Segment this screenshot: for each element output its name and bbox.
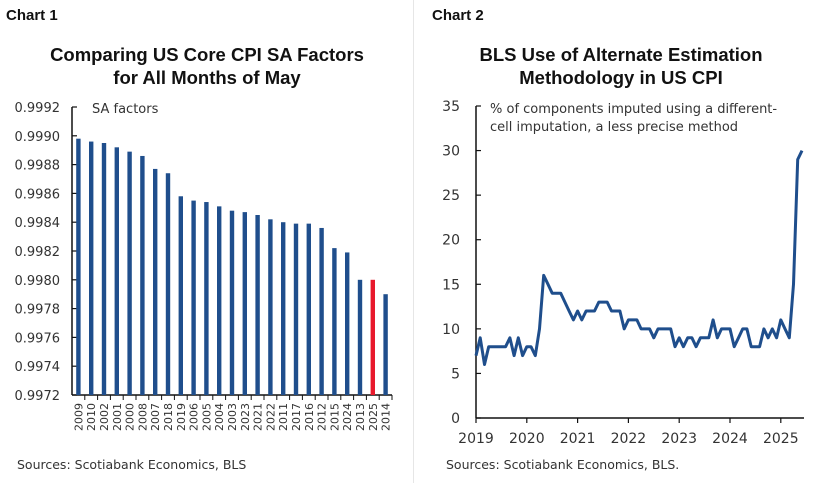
bar-2023 bbox=[242, 212, 247, 395]
series-line-0 bbox=[474, 149, 804, 366]
x-tick-label: 2022 bbox=[611, 431, 647, 447]
bar-2012 bbox=[319, 227, 324, 395]
chart-1-title: Comparing US Core CPI SA Factors for All… bbox=[0, 43, 414, 89]
chart-1-label: Chart 1 bbox=[6, 7, 58, 24]
bar-2016 bbox=[306, 223, 311, 395]
y-tick-label: 0.9988 bbox=[15, 159, 61, 174]
bar-2013 bbox=[357, 279, 363, 395]
chart-1-svg: 0.9992 0.9990 0.9988 0.9986 0.9984 0.9982 0.99… bbox=[15, 101, 393, 431]
y-tick-label: 0.9978 bbox=[15, 303, 61, 318]
bar-2019 bbox=[178, 196, 183, 395]
chart-1-title-line-2: for All Months of May bbox=[113, 67, 301, 88]
y-tick-label: 10 bbox=[442, 322, 460, 338]
bar-2002 bbox=[101, 143, 107, 395]
x-tick-label: 2010 bbox=[85, 403, 98, 431]
chart-annotation: SA factors bbox=[92, 102, 159, 117]
y-tick-label: 0.9974 bbox=[15, 360, 61, 375]
y-tick-label: 0.9986 bbox=[15, 187, 61, 202]
y-tick-label: 0.9972 bbox=[15, 389, 61, 404]
y-tick-label: 0.9976 bbox=[15, 331, 61, 346]
x-tick-label: 2007 bbox=[149, 403, 162, 431]
bar-2008 bbox=[140, 155, 145, 395]
x-tick-label: 2021 bbox=[560, 431, 596, 447]
bar-2024 bbox=[345, 252, 350, 395]
chart-2-title-line-1: BLS Use of Alternate Estimation bbox=[479, 44, 763, 65]
x-tick-label: 2001 bbox=[111, 403, 124, 431]
x-tick-label: 2006 bbox=[188, 403, 201, 431]
bar-2005 bbox=[204, 202, 209, 395]
y-tick-label: 15 bbox=[442, 277, 460, 293]
y-tick-label: 0 bbox=[451, 411, 460, 427]
x-tick-label: 2008 bbox=[136, 403, 149, 431]
x-tick-label: 2013 bbox=[354, 403, 367, 431]
chart-annotation-line-2: cell imputation, a less precise method bbox=[490, 120, 738, 135]
bar-2017 bbox=[293, 223, 299, 395]
x-tick-label: 2025 bbox=[367, 403, 380, 431]
x-tick-label: 2019 bbox=[458, 431, 494, 447]
x-tick-label: 2020 bbox=[509, 431, 545, 447]
bar-2001 bbox=[114, 147, 119, 395]
bar-2021 bbox=[255, 215, 260, 395]
x-tick-label: 2003 bbox=[226, 403, 239, 431]
x-tick-label: 2019 bbox=[175, 403, 188, 431]
bar-2003 bbox=[229, 210, 235, 395]
bar-2025 bbox=[370, 279, 375, 395]
x-tick-label: 2016 bbox=[303, 403, 316, 431]
bar-2018 bbox=[165, 173, 171, 395]
bar-2014 bbox=[383, 294, 388, 395]
y-tick-label: 30 bbox=[442, 144, 460, 160]
y-tick-label: 35 bbox=[442, 99, 460, 115]
x-tick-label: 2004 bbox=[213, 403, 226, 431]
bar-2022 bbox=[268, 219, 273, 395]
bar-2004 bbox=[217, 206, 222, 395]
chart-2-title: BLS Use of Alternate Estimation Methodol… bbox=[414, 43, 828, 89]
bar-2010 bbox=[89, 141, 94, 395]
bar-2007 bbox=[153, 168, 158, 395]
chart-1-source: Sources: Scotiabank Economics, BLS bbox=[17, 457, 247, 472]
x-tick-label: 2011 bbox=[277, 403, 290, 431]
x-tick-label: 2009 bbox=[72, 403, 85, 431]
chart-1-title-line-1: Comparing US Core CPI SA Factors bbox=[50, 44, 364, 65]
x-tick-label: 2017 bbox=[290, 403, 303, 431]
panel-divider bbox=[413, 0, 414, 483]
y-tick-label: 0.9982 bbox=[15, 245, 61, 260]
bar-2000 bbox=[127, 151, 132, 395]
y-tick-label: 0.9984 bbox=[15, 216, 61, 231]
chart-annotation-line-1: % of components imputed using a differen… bbox=[490, 102, 777, 117]
x-tick-label: 2015 bbox=[328, 403, 341, 431]
chart-2-title-line-2: Methodology in US CPI bbox=[519, 67, 723, 88]
x-tick-label: 2021 bbox=[252, 403, 265, 431]
y-tick-label: 0.9990 bbox=[15, 130, 61, 145]
x-tick-label: 2002 bbox=[98, 403, 111, 431]
x-tick-label: 2023 bbox=[661, 431, 697, 447]
y-tick-label: 20 bbox=[442, 233, 460, 249]
x-tick-label: 2012 bbox=[316, 403, 329, 431]
x-tick-label: 2025 bbox=[763, 431, 799, 447]
bar-2011 bbox=[281, 222, 286, 395]
y-tick-label: 0.9980 bbox=[15, 274, 61, 289]
x-tick-label: 2014 bbox=[380, 403, 393, 431]
y-tick-label: 25 bbox=[442, 188, 460, 204]
bar-2006 bbox=[191, 200, 196, 395]
chart-2-source: Sources: Scotiabank Economics, BLS. bbox=[446, 457, 680, 472]
y-tick-label: 5 bbox=[451, 366, 460, 382]
x-tick-label: 2000 bbox=[124, 403, 137, 431]
chart-2-label: Chart 2 bbox=[432, 7, 484, 24]
x-tick-label: 2023 bbox=[239, 403, 252, 431]
y-tick-label: 0.9992 bbox=[15, 101, 61, 116]
x-tick-label: 2024 bbox=[712, 431, 748, 447]
x-tick-label: 2018 bbox=[162, 403, 175, 431]
x-tick-label: 2024 bbox=[341, 403, 354, 431]
x-tick-label: 2005 bbox=[200, 403, 213, 431]
bar-2009 bbox=[76, 138, 81, 395]
bar-2015 bbox=[332, 248, 337, 395]
x-tick-label: 2022 bbox=[264, 403, 277, 431]
